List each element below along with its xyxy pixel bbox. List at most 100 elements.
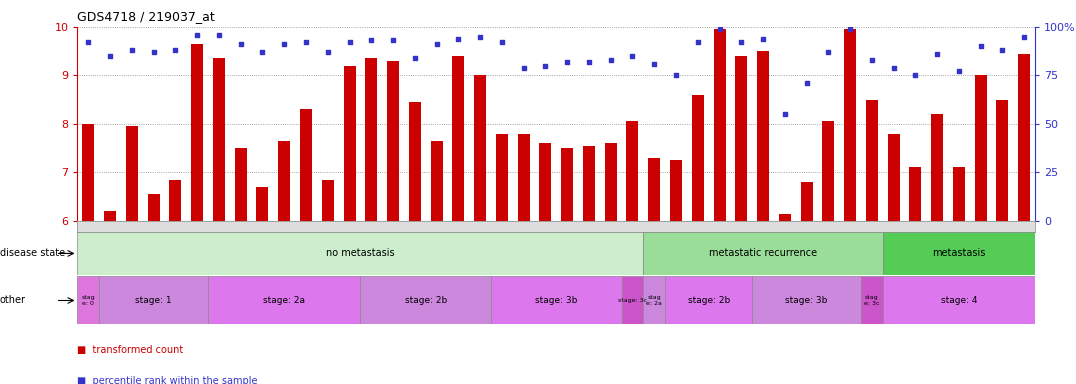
Point — [689, 39, 706, 45]
Bar — [562, 148, 574, 221]
Bar — [643, 276, 665, 324]
Point — [80, 39, 97, 45]
Bar — [975, 75, 987, 221]
Bar — [213, 58, 225, 221]
Bar — [77, 276, 99, 324]
Point — [994, 47, 1011, 53]
Text: stage: 2b: stage: 2b — [405, 296, 447, 305]
Text: stage: 3b: stage: 3b — [535, 296, 578, 305]
Text: stage: 2a: stage: 2a — [264, 296, 306, 305]
Text: metastasis: metastasis — [932, 248, 986, 258]
Point — [950, 68, 967, 74]
Bar — [648, 158, 661, 221]
Bar — [235, 148, 246, 221]
Point — [145, 49, 162, 55]
Bar — [845, 29, 856, 221]
Bar — [909, 167, 921, 221]
Point — [603, 57, 620, 63]
Bar — [626, 121, 638, 221]
Point — [407, 55, 424, 61]
Bar — [670, 160, 682, 221]
Text: ■  transformed count: ■ transformed count — [77, 345, 184, 355]
Bar — [322, 180, 334, 221]
Bar — [77, 232, 643, 275]
Bar — [822, 121, 834, 221]
Bar — [208, 276, 360, 324]
Text: stag
e: 3c: stag e: 3c — [864, 295, 879, 306]
Point — [167, 47, 184, 53]
Bar — [996, 99, 1008, 221]
Bar — [752, 276, 861, 324]
Text: stage: 1: stage: 1 — [136, 296, 172, 305]
Bar — [665, 276, 752, 324]
Bar — [713, 29, 725, 221]
Bar — [104, 211, 116, 221]
Point — [841, 26, 859, 32]
Bar — [861, 276, 882, 324]
Point — [776, 111, 793, 117]
Point — [101, 53, 118, 59]
Bar — [491, 276, 622, 324]
Bar — [430, 141, 442, 221]
Bar — [622, 276, 643, 324]
Point — [450, 35, 467, 41]
Point — [384, 37, 401, 43]
Text: stag
e: 0: stag e: 0 — [82, 295, 95, 306]
Point — [1016, 33, 1033, 40]
Bar — [83, 124, 95, 221]
Bar — [409, 102, 421, 221]
Point — [124, 47, 141, 53]
Point — [929, 51, 946, 57]
Point — [754, 35, 771, 41]
Bar — [801, 182, 812, 221]
Bar — [866, 99, 878, 221]
Point — [863, 57, 880, 63]
Bar — [953, 167, 965, 221]
Text: metastatic recurrence: metastatic recurrence — [709, 248, 817, 258]
Text: GDS4718 / 219037_at: GDS4718 / 219037_at — [77, 10, 215, 23]
Text: no metastasis: no metastasis — [326, 248, 395, 258]
Bar — [366, 58, 378, 221]
Bar — [192, 44, 203, 221]
Point — [907, 72, 924, 78]
Point — [733, 39, 750, 45]
Text: stage: 2b: stage: 2b — [688, 296, 730, 305]
Bar — [169, 180, 182, 221]
Point — [537, 63, 554, 69]
Bar — [882, 276, 1035, 324]
Bar — [518, 134, 529, 221]
Point — [493, 39, 510, 45]
Point — [363, 37, 380, 43]
Text: stage: 3b: stage: 3b — [785, 296, 827, 305]
Point — [972, 43, 989, 50]
Bar — [931, 114, 944, 221]
Point — [667, 72, 684, 78]
Point — [580, 59, 597, 65]
Bar — [735, 56, 747, 221]
Point — [515, 65, 533, 71]
Bar — [758, 51, 769, 221]
Point — [428, 41, 445, 47]
Point — [254, 49, 271, 55]
Point — [210, 31, 227, 38]
Point — [886, 65, 903, 71]
Point — [558, 59, 576, 65]
Text: ■  percentile rank within the sample: ■ percentile rank within the sample — [77, 376, 258, 384]
Bar — [643, 232, 882, 275]
Text: stag
e: 2a: stag e: 2a — [647, 295, 662, 306]
Point — [297, 39, 314, 45]
Bar — [888, 134, 900, 221]
Bar — [279, 141, 291, 221]
Text: stage: 4: stage: 4 — [940, 296, 977, 305]
Point — [275, 41, 293, 47]
Point — [820, 49, 837, 55]
Point — [232, 41, 250, 47]
Text: other: other — [0, 295, 26, 306]
Bar — [475, 75, 486, 221]
Bar — [539, 143, 551, 221]
Bar — [99, 276, 208, 324]
Point — [646, 61, 663, 67]
Point — [798, 80, 816, 86]
Text: stage: 3c: stage: 3c — [618, 298, 647, 303]
Bar — [300, 109, 312, 221]
